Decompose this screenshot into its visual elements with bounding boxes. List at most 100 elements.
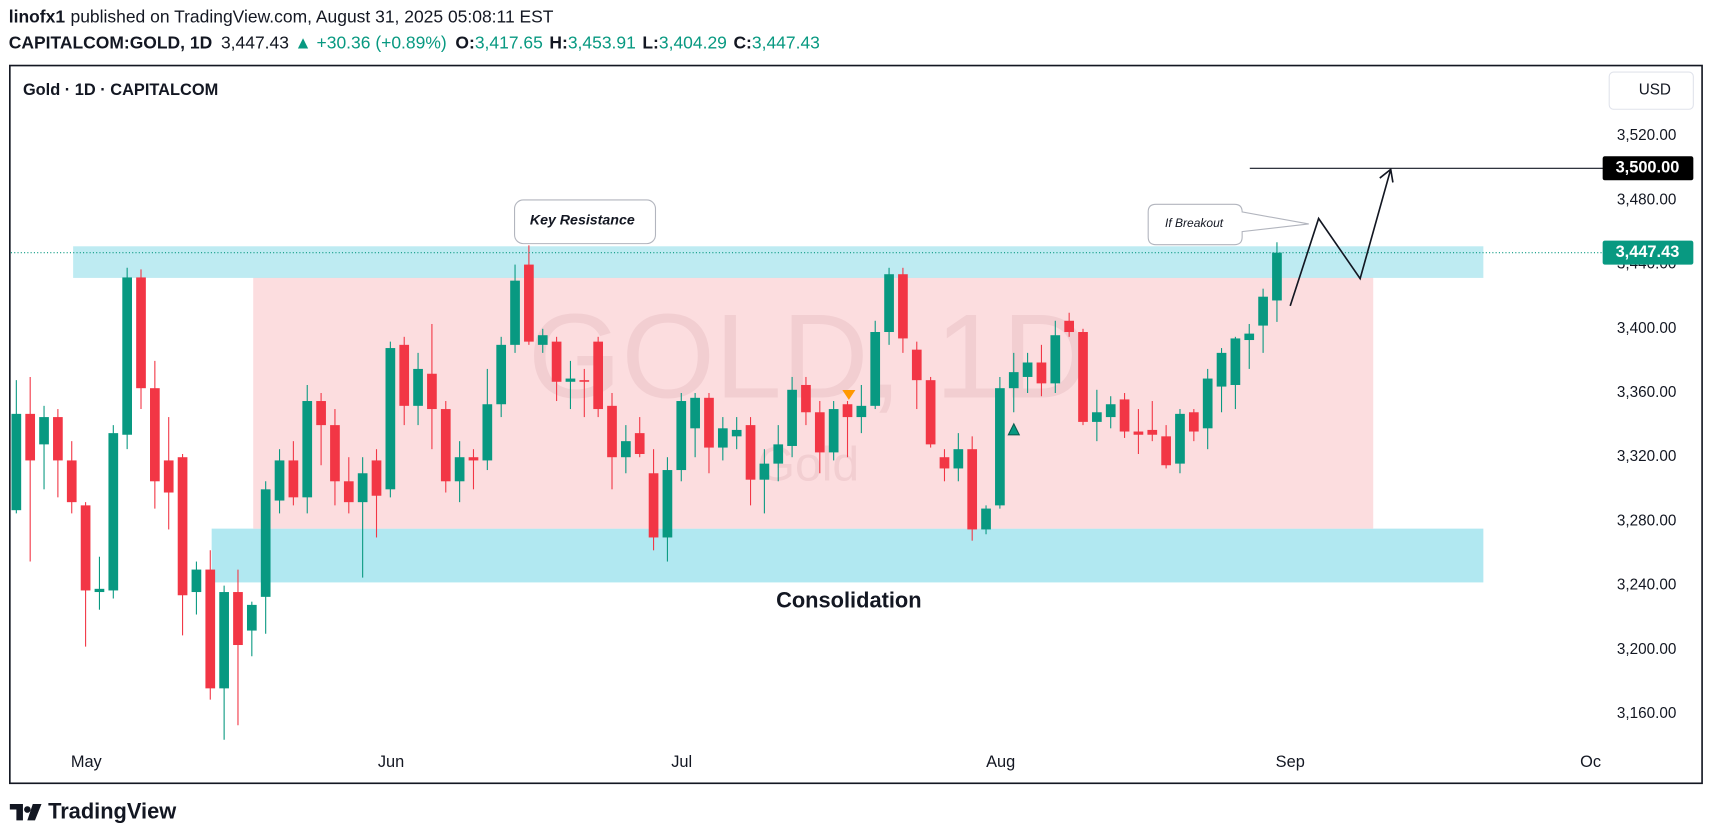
candle-body [1258,296,1268,326]
ohlc-label: O: [455,32,474,52]
candle-body [482,404,493,461]
candle-body [648,473,659,538]
candle-body [1105,404,1116,418]
candle-body [745,425,756,480]
candle-body [510,280,520,345]
candle-body [357,473,368,503]
publish-line: linofx1 published on TradingView.com, Aug… [9,6,554,26]
x-tick-label: May [71,753,103,771]
candle-body [884,274,894,333]
callout-text: If Breakout [1165,216,1224,230]
candle-body [634,433,645,454]
y-tick-label: 3,200.00 [1617,641,1676,658]
candle-body [330,425,340,482]
candle-body [524,264,534,342]
x-tick-label: Jun [378,753,404,771]
projection-arrow [1289,167,1394,307]
ohlc-value: 3,404.29 [659,32,727,52]
candle-body [787,389,797,446]
candle-body [25,413,36,461]
candle-body [1244,333,1255,341]
candle-body [773,444,784,464]
candle-body [1050,335,1061,384]
candle-body [759,463,770,480]
quote-line: CAPITALCOM:GOLD, 1D 3,447.43 ▲ +30.36 (+0.… [9,32,820,52]
candle-body [953,449,964,469]
candle-body [39,417,49,445]
candle-body [136,277,146,389]
candle-body [177,457,188,596]
candle-body [1078,332,1088,422]
candle-body [1272,252,1282,301]
author: linofx1 [9,6,66,26]
candle-body [150,388,160,482]
candle-body [1216,352,1227,387]
y-tick-label: 3,320.00 [1617,448,1676,465]
drawings: Key Resistance If Breakout Consolidation [514,167,1394,613]
price: 3,447.43 [221,32,289,52]
candle-body [53,417,63,461]
candle-body [274,460,285,501]
candle-body [593,341,604,410]
candle-body [316,401,326,426]
candle-body [1230,338,1241,385]
candle-body [1202,378,1213,429]
candle-body [828,409,839,453]
candle-body [343,481,354,503]
candle-body [717,428,728,448]
callout-box [1147,203,1309,246]
candle-body [496,344,507,405]
x-tick-label: Jul [671,753,692,771]
y-tick-label: 3,280.00 [1617,512,1676,529]
candle-body [939,457,950,469]
candle-body [662,470,673,538]
ohlc-label: H: [549,32,567,52]
y-tick-label: 3,480.00 [1617,191,1676,208]
candle-body [1092,412,1102,422]
candle-body [219,592,229,689]
candle-body [191,569,202,593]
candle-body [731,429,742,437]
logo-icon [9,804,42,821]
candle-body [856,405,867,418]
zone [253,277,1374,529]
currency[interactable]: USD [1639,82,1671,99]
last-price-label: 3,447.43 [1616,243,1680,261]
candle-body [925,380,936,445]
candle-body [801,384,811,413]
signal-marker [1007,422,1021,436]
candle-body [371,460,382,496]
candle-body [260,489,271,597]
zone [211,528,1484,583]
candle-body [967,449,978,530]
callout-text: Key Resistance [530,212,635,228]
candle-body [468,457,479,461]
candle-body [205,569,216,689]
candle-body [1036,362,1047,384]
candle-body [385,348,396,490]
candle-body [1119,399,1130,432]
x-tick-label: Oc [1580,753,1601,771]
brand: TradingView [48,799,177,824]
callout-box [514,199,657,245]
ohlc-label: L: [642,32,659,52]
candle-body [981,508,991,530]
candle-body [94,588,105,593]
candle-body [565,378,576,382]
currency-button[interactable] [1608,71,1694,110]
candle-body [1008,372,1019,389]
candle-body [551,341,562,382]
candle-body [870,332,881,406]
x-tick-label: Aug [986,753,1015,771]
candle-body [80,505,91,591]
target-label: 3,500.00 [1616,159,1680,177]
zone-label: Consolidation [776,588,922,613]
candle-body [579,380,590,382]
ohlc-label: C: [733,32,751,52]
published: published on TradingView.com, August 31,… [70,6,553,26]
y-tick-label: 3,520.00 [1617,127,1676,144]
candle-body [621,441,631,458]
candle-body [413,368,423,406]
candle-body [1188,412,1199,432]
